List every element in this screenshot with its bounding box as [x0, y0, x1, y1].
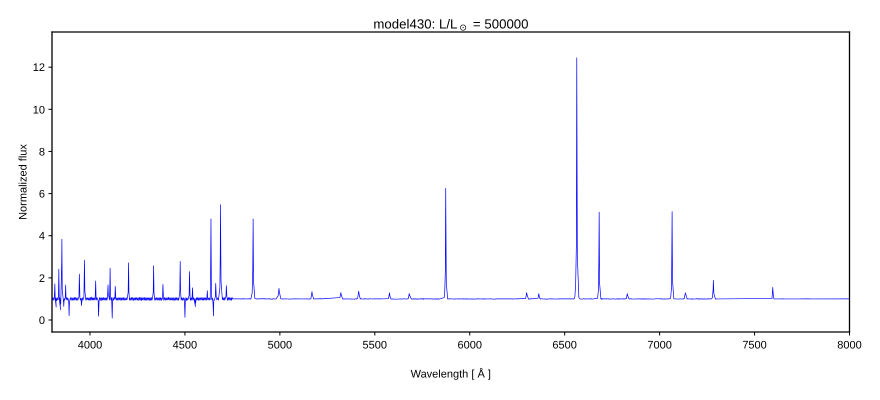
- svg-text:6500: 6500: [552, 339, 576, 351]
- svg-text:4000: 4000: [78, 339, 102, 351]
- svg-text:6000: 6000: [457, 339, 481, 351]
- svg-text:2: 2: [39, 273, 45, 285]
- svg-text:Wavelength [ Å ]: Wavelength [ Å ]: [411, 367, 491, 380]
- svg-text:Normalized flux: Normalized flux: [17, 144, 29, 220]
- svg-text:5000: 5000: [268, 339, 292, 351]
- svg-text:8000: 8000: [837, 339, 861, 351]
- svg-text:10: 10: [33, 104, 45, 116]
- svg-text:m o d e: m o d e l 4 3 0 : L / L = 5 0 0 0 0 0 ⊙: [373, 15, 532, 33]
- svg-text:0: 0: [39, 315, 45, 327]
- svg-text:4500: 4500: [173, 339, 197, 351]
- svg-text:4: 4: [39, 231, 45, 243]
- svg-text:8: 8: [39, 146, 45, 158]
- svg-text:7000: 7000: [647, 339, 671, 351]
- svg-text:12: 12: [33, 62, 45, 74]
- svg-text:7500: 7500: [742, 339, 766, 351]
- svg-text:6: 6: [39, 189, 45, 201]
- svg-text:5500: 5500: [363, 339, 387, 351]
